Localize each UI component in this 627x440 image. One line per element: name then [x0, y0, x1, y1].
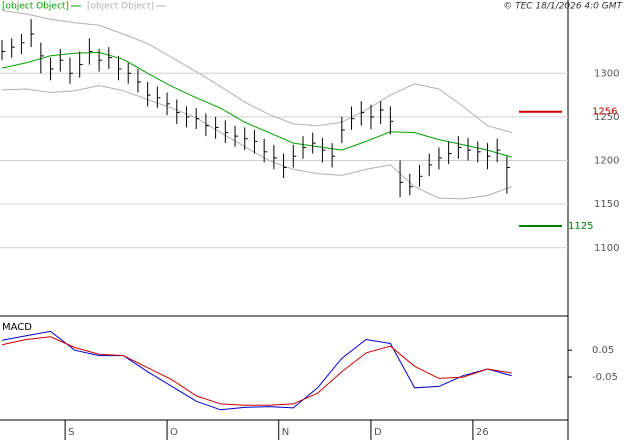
panel-title: MACD — [2, 322, 32, 333]
x-tick-label: D — [374, 427, 382, 438]
y-tick-label: 1200 — [594, 156, 619, 167]
level-label: 1256 — [592, 107, 617, 118]
legend-label: [object Object] — [87, 2, 154, 12]
level-label: 1125 — [568, 221, 593, 232]
y-tick-label: -0.05 — [592, 372, 618, 383]
timestamp: © TEC 18/1/2026 4:0 GMT — [503, 2, 623, 12]
bollinger-band — [1, 10, 512, 134]
y-tick-label: 1300 — [594, 68, 619, 79]
x-tick-label: 26 — [476, 427, 489, 438]
legend-label: [object Object] — [2, 2, 69, 12]
x-tick-label: S — [68, 427, 74, 438]
y-tick-label: 1150 — [594, 199, 619, 210]
x-tick-label: O — [170, 427, 178, 438]
moving-average — [1, 51, 512, 158]
macd-line — [1, 336, 512, 406]
macd-line — [1, 330, 512, 411]
y-tick-label: 1250 — [594, 112, 619, 123]
x-tick-label: N — [282, 427, 289, 438]
y-tick-label: 1100 — [594, 243, 619, 254]
y-tick-label: 0.05 — [592, 345, 614, 356]
bollinger-band — [1, 84, 512, 200]
